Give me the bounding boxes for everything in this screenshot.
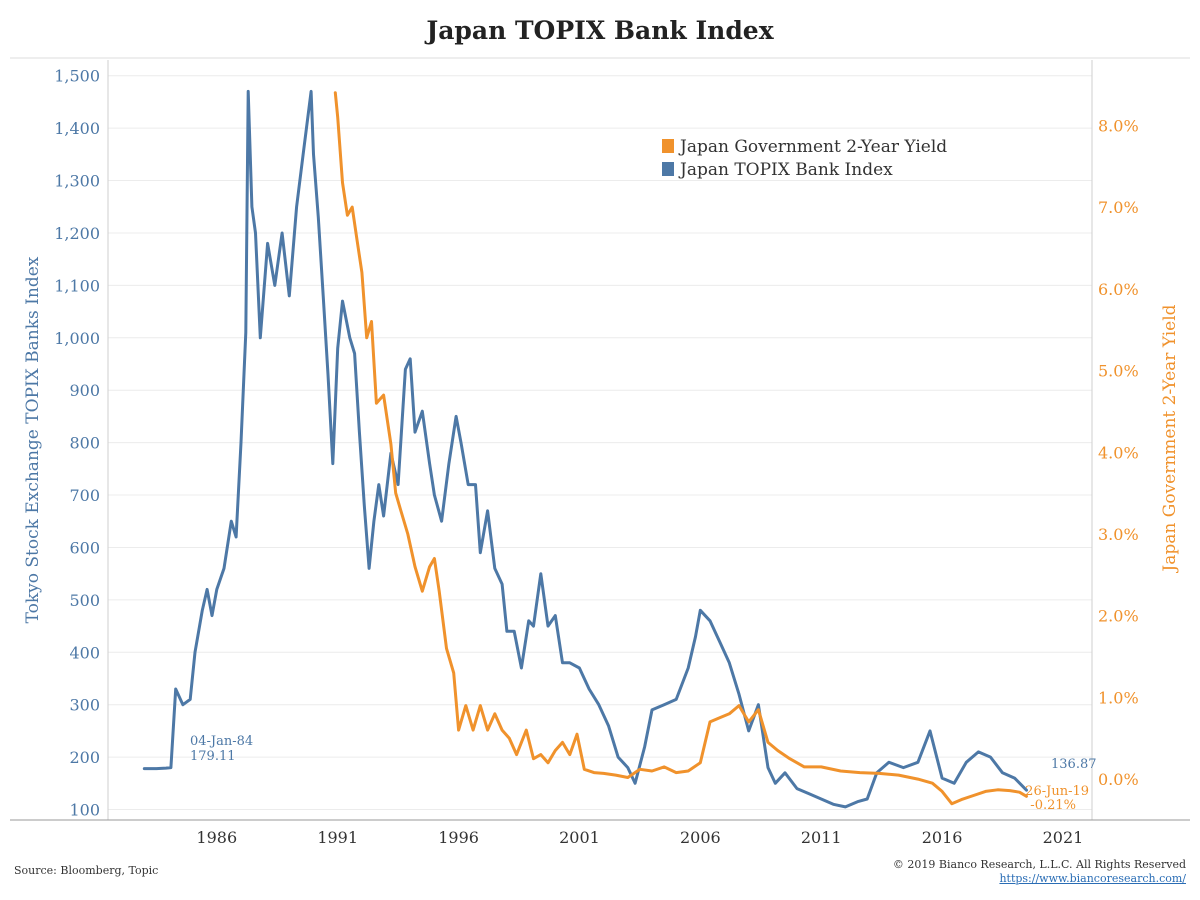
y-left-tick-label: 300 xyxy=(69,696,100,715)
y-right-tick-label: 7.0% xyxy=(1098,198,1139,217)
x-tick-label: 2001 xyxy=(559,828,600,847)
y-right-tick-label: 8.0% xyxy=(1098,116,1139,135)
series-line-bank xyxy=(142,89,1028,809)
y-left-axis-label: Tokyo Stock Exchange TOPIX Banks Index xyxy=(23,256,43,623)
series-line-yield xyxy=(333,91,1028,806)
annotation-start-value: 179.11 xyxy=(190,749,236,764)
legend: Japan Government 2-Year Yield Japan TOPI… xyxy=(662,137,947,180)
y-left-tick-label: 1,100 xyxy=(54,276,100,295)
series-lines xyxy=(142,89,1028,809)
legend-label-yield: Japan Government 2-Year Yield xyxy=(678,137,947,157)
y-right-tick-label: 4.0% xyxy=(1098,443,1139,462)
annotations: 04-Jan-84 179.11 136.87 26-Jun-19 -0.21% xyxy=(190,734,1097,813)
legend-swatch-bank xyxy=(662,162,674,176)
y-right-ticks: 0.0% 1.0% 2.0% 3.0% 4.0% 5.0% 6.0% 7.0% 8.0% xyxy=(1098,116,1139,789)
copyright-text: © 2019 Bianco Research, L.L.C. All Right… xyxy=(892,858,1186,871)
x-tick-label: 1991 xyxy=(317,828,358,847)
y-left-tick-label: 1,200 xyxy=(54,224,100,243)
y-left-tick-label: 700 xyxy=(69,486,100,505)
legend-label-bank: Japan TOPIX Bank Index xyxy=(678,160,893,180)
y-right-tick-label: 0.0% xyxy=(1098,770,1139,789)
y-left-tick-label: 200 xyxy=(69,748,100,767)
x-tick-label: 2021 xyxy=(1043,828,1084,847)
y-right-tick-label: 3.0% xyxy=(1098,525,1139,544)
x-tick-label: 2006 xyxy=(680,828,721,847)
annotation-end-yield-value: -0.21% xyxy=(1030,798,1076,813)
x-tick-label: 1996 xyxy=(438,828,479,847)
y-left-tick-label: 100 xyxy=(69,801,100,820)
x-ticks: 1986 1991 1996 2001 2006 2011 2016 2021 xyxy=(196,828,1083,847)
y-right-tick-label: 6.0% xyxy=(1098,280,1139,299)
y-right-axis-label: Japan Government 2-Year Yield xyxy=(1160,304,1180,573)
copyright-block: © 2019 Bianco Research, L.L.C. All Right… xyxy=(893,858,1186,886)
y-left-tick-label: 800 xyxy=(69,434,100,453)
source-note: Source: Bloomberg, Topic xyxy=(14,864,159,877)
y-left-tick-label: 1,000 xyxy=(54,329,100,348)
y-right-tick-label: 1.0% xyxy=(1098,688,1139,707)
axes xyxy=(10,57,1190,821)
annotation-end-bank-value: 136.87 xyxy=(1051,757,1097,772)
y-left-tick-label: 600 xyxy=(69,538,100,557)
y-left-tick-label: 1,500 xyxy=(54,67,100,86)
annotation-end-date: 26-Jun-19 xyxy=(1025,784,1089,799)
y-left-tick-label: 1,300 xyxy=(54,172,100,191)
y-left-ticks: 100 200 300 400 500 600 700 800 900 1,000 1,100 1,2… xyxy=(54,67,100,820)
x-tick-label: 2011 xyxy=(801,828,842,847)
y-right-tick-label: 2.0% xyxy=(1098,607,1139,626)
annotation-start-date: 04-Jan-84 xyxy=(190,734,253,749)
x-tick-label: 2016 xyxy=(922,828,963,847)
legend-swatch-yield xyxy=(662,139,674,153)
y-left-tick-label: 1,400 xyxy=(54,119,100,138)
x-tick-label: 1986 xyxy=(196,828,237,847)
website-link[interactable]: https://www.biancoresearch.com/ xyxy=(999,872,1186,885)
gridlines xyxy=(108,75,1092,811)
y-left-tick-label: 400 xyxy=(69,643,100,662)
y-right-tick-label: 5.0% xyxy=(1098,362,1139,381)
y-left-tick-label: 900 xyxy=(69,381,100,400)
y-left-tick-label: 500 xyxy=(69,591,100,610)
chart-title: Japan TOPIX Bank Index xyxy=(426,16,774,45)
